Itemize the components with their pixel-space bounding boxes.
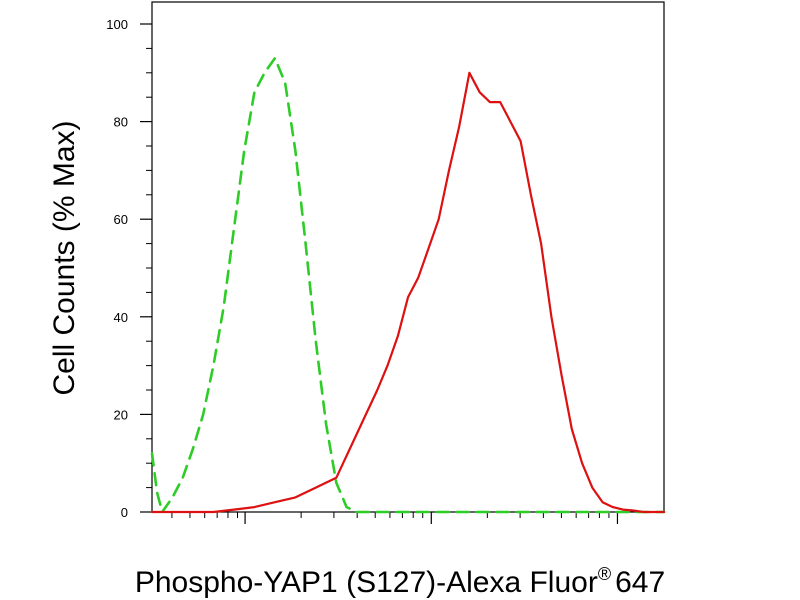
x-axis-ticks <box>171 512 619 524</box>
y-tick-label: 20 <box>114 407 128 422</box>
plot-frame <box>151 1 665 513</box>
y-tick-label: 0 <box>121 505 128 520</box>
y-tick-label: 100 <box>106 17 128 32</box>
x-axis-title-main: Phospho-YAP1 (S127)-Alexa Fluor <box>135 566 598 599</box>
stained-histogram-line <box>150 71 666 514</box>
y-tick-label: 40 <box>114 310 128 325</box>
y-tick-label: 60 <box>114 212 128 227</box>
y-tick-label: 80 <box>114 115 128 130</box>
y-axis-title: Cell Counts (% Max) <box>48 120 81 395</box>
x-axis-title-suffix: 647 <box>615 566 665 599</box>
x-axis-title-superscript: ® <box>598 564 611 584</box>
y-axis-ticks: 0 20 40 60 80 100 <box>106 17 152 520</box>
series-layer <box>150 56 666 514</box>
x-axis-title: Phospho-YAP1 (S127)-Alexa Fluor® 647 <box>135 564 665 599</box>
control-histogram-line <box>150 56 666 514</box>
